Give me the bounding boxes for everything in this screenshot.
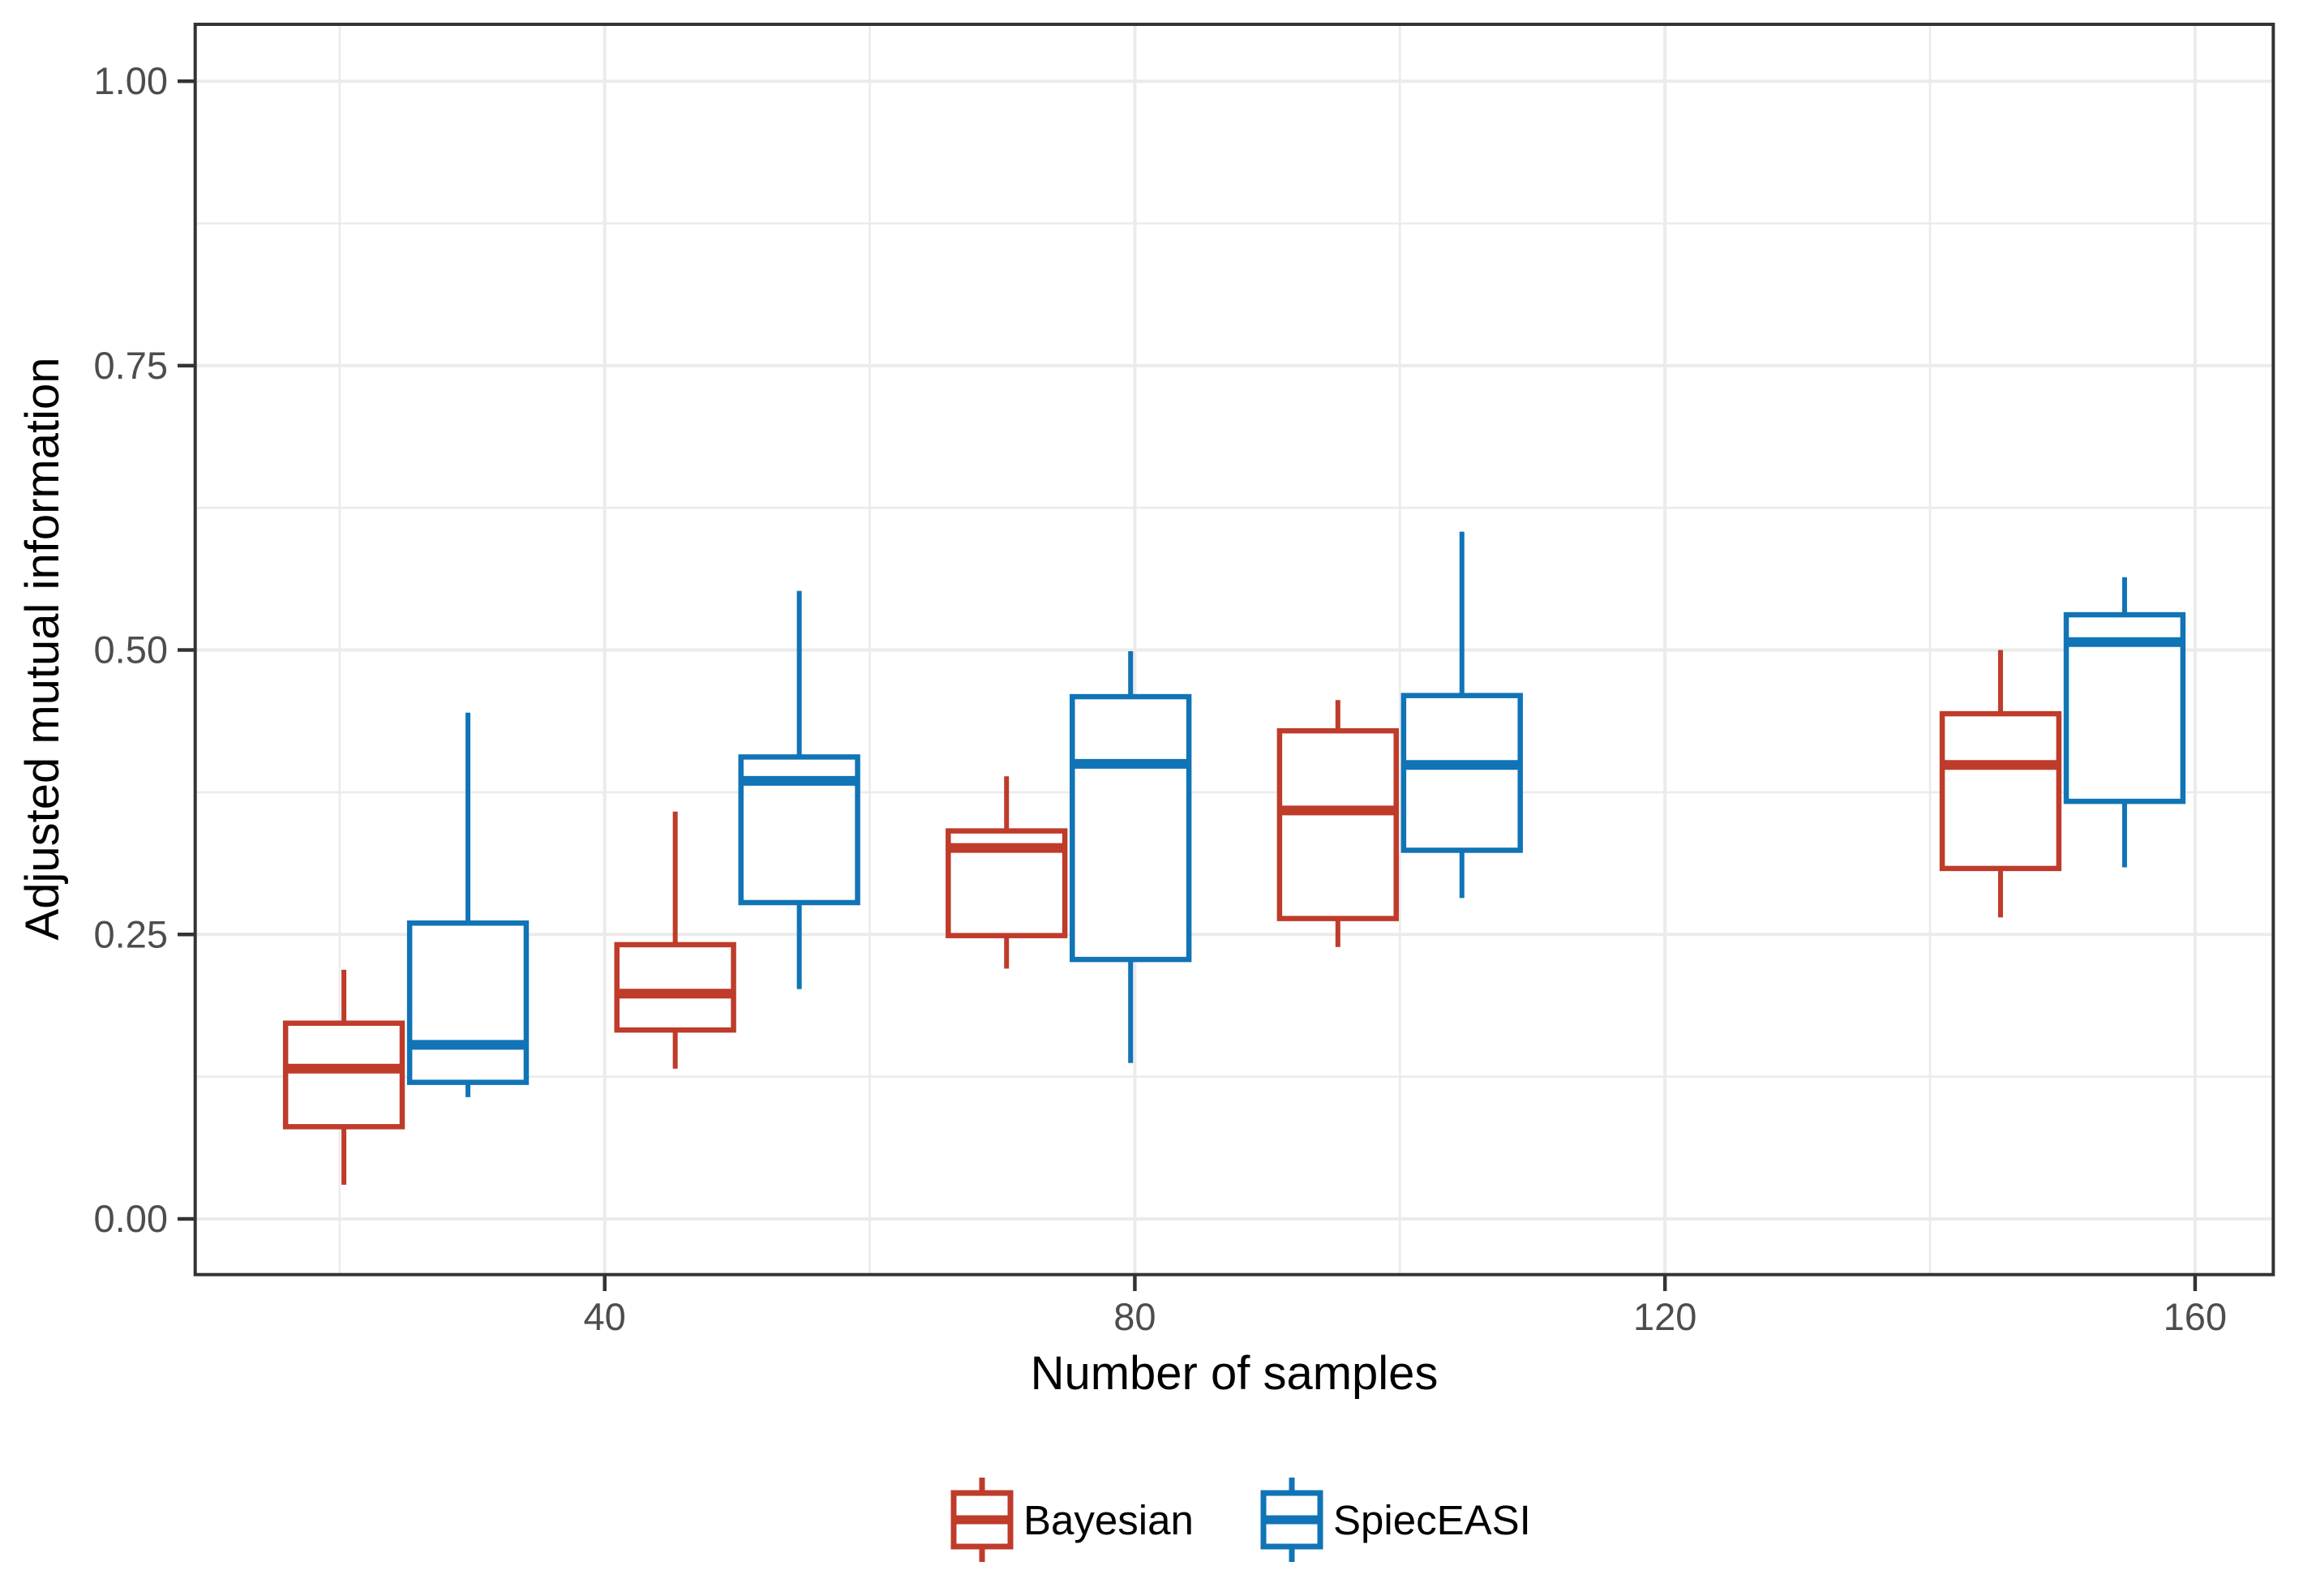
x-tick-label: 160 (2164, 1295, 2227, 1338)
legend-item-spieceasi: SpiecEASI (1260, 1478, 1531, 1562)
boxplot-key-icon (1260, 1478, 1323, 1562)
legend: Bayesian SpiecEASI (950, 1478, 1531, 1562)
x-tick-label: 40 (584, 1295, 626, 1338)
boxplot-geoms (282, 531, 2186, 1185)
y-axis-title: Adjusted mutual information (16, 358, 69, 941)
boxplot-spieceasi-n100 (1400, 531, 1523, 899)
boxplot-spieceasi-n150 (2063, 577, 2186, 868)
y-tick-label: 1.00 (94, 59, 168, 102)
boxplot-key-icon (950, 1478, 1014, 1562)
boxplot-spieceasi-n25 (406, 712, 530, 1097)
panel-gridlines (195, 24, 2274, 1275)
x-tick-label: 120 (1633, 1295, 1696, 1338)
y-tick-label: 0.00 (94, 1197, 168, 1240)
boxplot-spieceasi-n50 (738, 590, 860, 989)
axis-tick-labels: 0.00 0.25 0.50 0.75 1.00 40 80 120 160 (94, 59, 2228, 1338)
legend-label-spieceasi: SpiecEASI (1333, 1497, 1531, 1543)
x-tick-label: 80 (1113, 1295, 1156, 1338)
x-axis-title: Number of samples (1031, 1347, 1439, 1400)
boxplot-spieceasi-n75 (1070, 650, 1192, 1063)
boxplot-bayesian-n75 (946, 776, 1068, 969)
y-tick-label: 0.25 (94, 912, 168, 955)
y-tick-label: 0.75 (94, 344, 168, 387)
axis-tick-marks (178, 79, 2198, 1291)
boxplot-bayesian-n50 (614, 811, 736, 1069)
legend-label-bayesian: Bayesian (1023, 1497, 1194, 1543)
boxplot-bayesian-n150 (1939, 650, 2062, 918)
legend-item-bayesian: Bayesian (950, 1478, 1194, 1562)
boxplot-bayesian-n25 (282, 969, 405, 1185)
boxplot-bayesian-n100 (1276, 700, 1399, 947)
y-tick-label: 0.50 (94, 629, 168, 671)
